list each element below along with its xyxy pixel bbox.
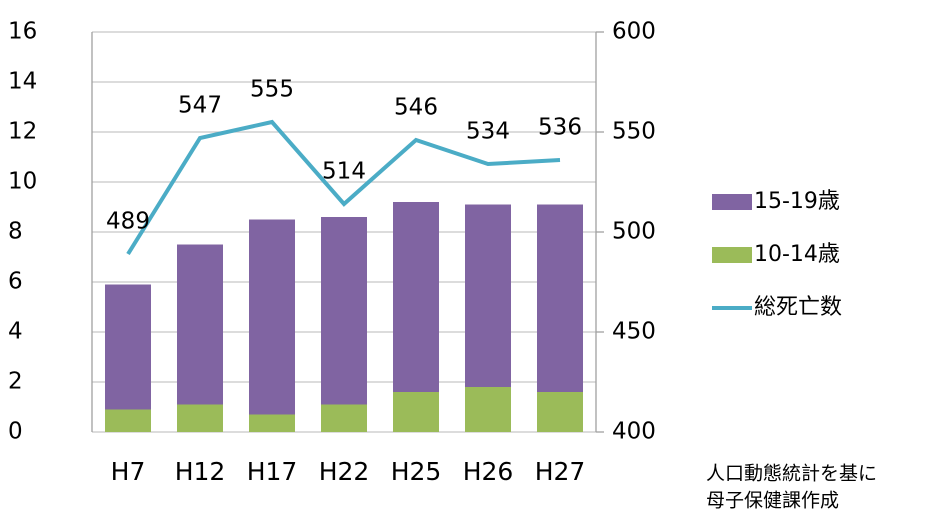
y-tick-label: 2 [8,369,23,395]
data-label: 546 [394,95,438,121]
bar-segment [393,392,439,432]
bar-segment [105,284,151,410]
legend-label: 15-19歳 [754,189,840,214]
y-tick-label: 0 [8,419,23,445]
data-label: 489 [106,209,150,235]
y-tick-label: 12 [8,119,37,145]
bar-segment [249,219,295,415]
y-tick-label: 16 [8,19,37,45]
x-tick-label: H12 [175,457,226,486]
note: 人口動態統計を基に [706,463,877,485]
note: 母子保健課作成 [706,490,839,512]
x-tick-label: H17 [247,457,298,486]
bar-segment [465,387,511,432]
bar-segment [321,404,367,432]
bar-segment [393,202,439,392]
y-tick-label: 6 [8,269,23,295]
legend-label: 総死亡数 [754,295,842,320]
bar-segment [465,204,511,387]
data-label: 514 [322,159,366,185]
y-tick-label: 10 [8,169,37,195]
y2-tick-label: 500 [612,219,656,245]
y-tick-label: 8 [8,219,23,245]
bar-segment [249,414,295,432]
line-series [126,119,561,256]
y-tick-label: 4 [8,319,23,345]
y2-tick-label: 400 [612,419,656,445]
x-tick-label: H25 [391,457,442,486]
bar-segment [321,217,367,405]
y2-tick-label: 450 [612,319,656,345]
data-label: 555 [250,77,294,103]
data-label: 536 [538,115,582,141]
x-tick-label: H26 [463,457,514,486]
y2-tick-label: 550 [612,119,656,145]
bar-segment [177,244,223,405]
y-tick-label: 14 [8,69,37,95]
legend-label: 10-14歳 [754,242,840,267]
x-tick-label: H27 [535,457,586,486]
data-label: 547 [178,93,222,119]
legend-swatch [712,194,752,210]
x-tick-label: H7 [111,457,146,486]
legend-swatch [712,247,752,263]
bar-segment [537,204,583,392]
bar-segment [105,409,151,432]
x-tick-label: H22 [319,457,370,486]
bar-segment [537,392,583,432]
bar-segment [177,404,223,432]
y2-tick-label: 600 [612,19,656,45]
data-label: 534 [466,119,510,145]
